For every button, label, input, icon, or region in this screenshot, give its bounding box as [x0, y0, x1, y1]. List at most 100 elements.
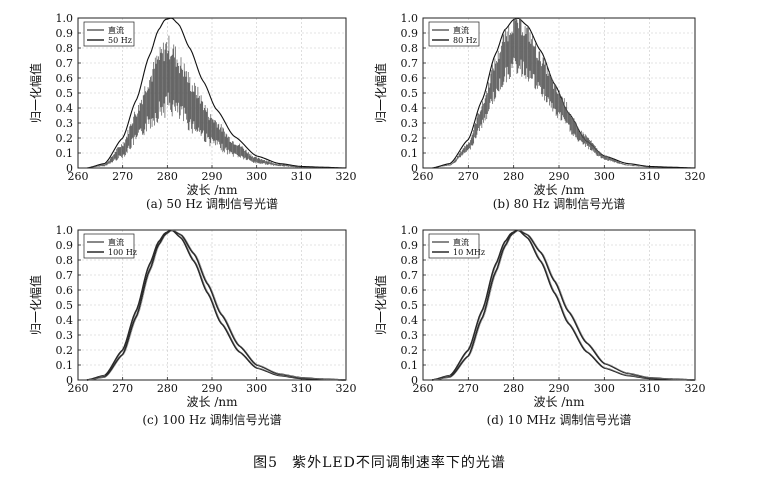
y-tick-label: 0.3: [56, 117, 74, 130]
y-tick-label: 0.5: [56, 299, 74, 312]
x-tick-label: 280: [157, 170, 178, 183]
figure-caption-text: 紫外LED不同调制速率下的光谱: [292, 455, 506, 471]
x-tick-label: 290: [202, 170, 223, 183]
chart-panel-a: 260 270 280 290 300 310 320 0 0.1 0.2 0.3 0.4 0.5 0.6…: [28, 12, 357, 211]
y-tick-label: 0.1: [56, 359, 74, 372]
y-tick-label: 0.6: [401, 72, 419, 85]
y-axis-label: 归一化幅值: [373, 63, 388, 123]
x-tick-label: 320: [336, 382, 357, 395]
x-tick-label: 260: [413, 382, 434, 395]
y-tick-label: 0: [411, 162, 418, 175]
y-tick-label: 0.2: [401, 132, 419, 145]
y-tick-label: 1.0: [56, 12, 74, 25]
series-line-1: [87, 35, 345, 168]
x-tick-label: 270: [112, 170, 133, 183]
y-tick-label: 0.4: [56, 102, 74, 115]
x-tick-label: 320: [336, 170, 357, 183]
y-tick-label: 0: [66, 374, 73, 387]
y-tick-label: 0.3: [56, 329, 74, 342]
legend-box: [428, 233, 480, 259]
y-tick-label: 0: [411, 374, 418, 387]
y-tick-label: 0.6: [56, 72, 74, 85]
x-tick-label: 260: [413, 170, 434, 183]
panel-caption: (c) 100 Hz 调制信号光谱: [142, 413, 281, 427]
y-tick-label: 0.7: [56, 269, 74, 282]
y-axis-label: 归一化幅值: [373, 275, 388, 335]
y-tick-label: 0.1: [401, 359, 419, 372]
y-tick-label: 0.2: [56, 344, 74, 357]
x-axis-label: 波长 /nm: [187, 395, 239, 409]
y-tick-label: 1.0: [401, 12, 419, 25]
y-tick-label: 0.1: [401, 147, 419, 160]
x-tick-label: 310: [291, 382, 312, 395]
y-tick-label: 0.6: [56, 284, 74, 297]
x-tick-label: 280: [503, 170, 524, 183]
y-tick-label: 0.9: [401, 27, 419, 40]
legend-box: [428, 21, 480, 47]
legend-label: 10 MHz: [453, 248, 485, 257]
y-tick-label: 0.9: [401, 239, 419, 252]
legend-label: 直流: [453, 237, 469, 247]
series-line-0: [86, 17, 347, 169]
y-tick-label: 0.8: [401, 42, 419, 55]
y-tick-label: 0.7: [56, 57, 74, 70]
legend-label: 直流: [108, 25, 124, 35]
legend-label: 直流: [108, 237, 124, 247]
x-tick-label: 270: [458, 170, 479, 183]
x-tick-label: 270: [112, 382, 133, 395]
x-tick-label: 280: [503, 382, 524, 395]
y-tick-label: 0.9: [56, 239, 74, 252]
y-axis-label: 归一化幅值: [28, 275, 43, 335]
y-tick-label: 0.3: [401, 329, 419, 342]
y-tick-label: 0.2: [401, 344, 419, 357]
y-tick-label: 0.8: [401, 254, 419, 267]
series-line-1: [432, 18, 694, 168]
y-tick-label: 0.4: [56, 314, 74, 327]
x-axis-label: 波长 /nm: [187, 183, 239, 197]
y-tick-label: 0.1: [56, 147, 74, 160]
legend-label: 100 Hz: [108, 248, 137, 257]
x-tick-label: 300: [594, 170, 615, 183]
y-tick-label: 0.7: [401, 269, 419, 282]
y-tick-label: 0.7: [401, 57, 419, 70]
x-tick-label: 300: [246, 170, 267, 183]
y-tick-label: 0.4: [401, 102, 419, 115]
figure-label: 图5: [253, 455, 279, 471]
y-tick-label: 1.0: [401, 224, 419, 237]
y-tick-label: 0.5: [401, 87, 419, 100]
panel-caption: (b) 80 Hz 调制信号光谱: [493, 197, 626, 211]
x-tick-label: 290: [202, 382, 223, 395]
x-tick-label: 310: [639, 170, 660, 183]
legend-box: [83, 21, 135, 47]
legend-label: 80 Hz: [453, 36, 477, 45]
y-tick-label: 0.6: [401, 284, 419, 297]
y-tick-label: 0.3: [401, 117, 419, 130]
y-axis-label: 归一化幅值: [28, 63, 43, 123]
y-tick-label: 0.5: [401, 299, 419, 312]
figure-caption: 图5 紫外LED不同调制速率下的光谱: [0, 452, 759, 472]
x-tick-label: 260: [68, 382, 89, 395]
x-tick-label: 290: [549, 382, 570, 395]
series-line-shadow-1: [88, 230, 348, 381]
x-tick-label: 290: [549, 170, 570, 183]
y-tick-label: 0.8: [56, 254, 74, 267]
series-line-shadow-1: [433, 230, 697, 381]
chart-panel-b: 260 270 280 290 300 310 320 0 0.1 0.2 0.3 0.4 0.5 0.6…: [373, 12, 706, 211]
legend-box: [83, 233, 135, 259]
panel-caption: (a) 50 Hz 调制信号光谱: [146, 197, 278, 211]
x-tick-label: 310: [639, 382, 660, 395]
legend-label: 50 Hz: [108, 36, 132, 45]
chart-panel-c: 260 270 280 290 300 310 320 0 0.1 0.2 0.3 0.4 0.5 0.6…: [28, 224, 357, 427]
x-tick-label: 300: [246, 382, 267, 395]
x-tick-label: 310: [291, 170, 312, 183]
y-tick-label: 0.4: [401, 314, 419, 327]
chart-panel-d: 260 270 280 290 300 310 320 0 0.1 0.2 0.3 0.4 0.5 0.6…: [373, 224, 706, 427]
x-axis-label: 波长 /nm: [534, 183, 586, 197]
x-tick-label: 320: [685, 382, 706, 395]
panel-caption: (d) 10 MHz 调制信号光谱: [487, 413, 632, 427]
x-tick-label: 270: [458, 382, 479, 395]
y-tick-label: 0.8: [56, 42, 74, 55]
x-axis-label: 波长 /nm: [534, 395, 586, 409]
x-tick-label: 260: [68, 170, 89, 183]
